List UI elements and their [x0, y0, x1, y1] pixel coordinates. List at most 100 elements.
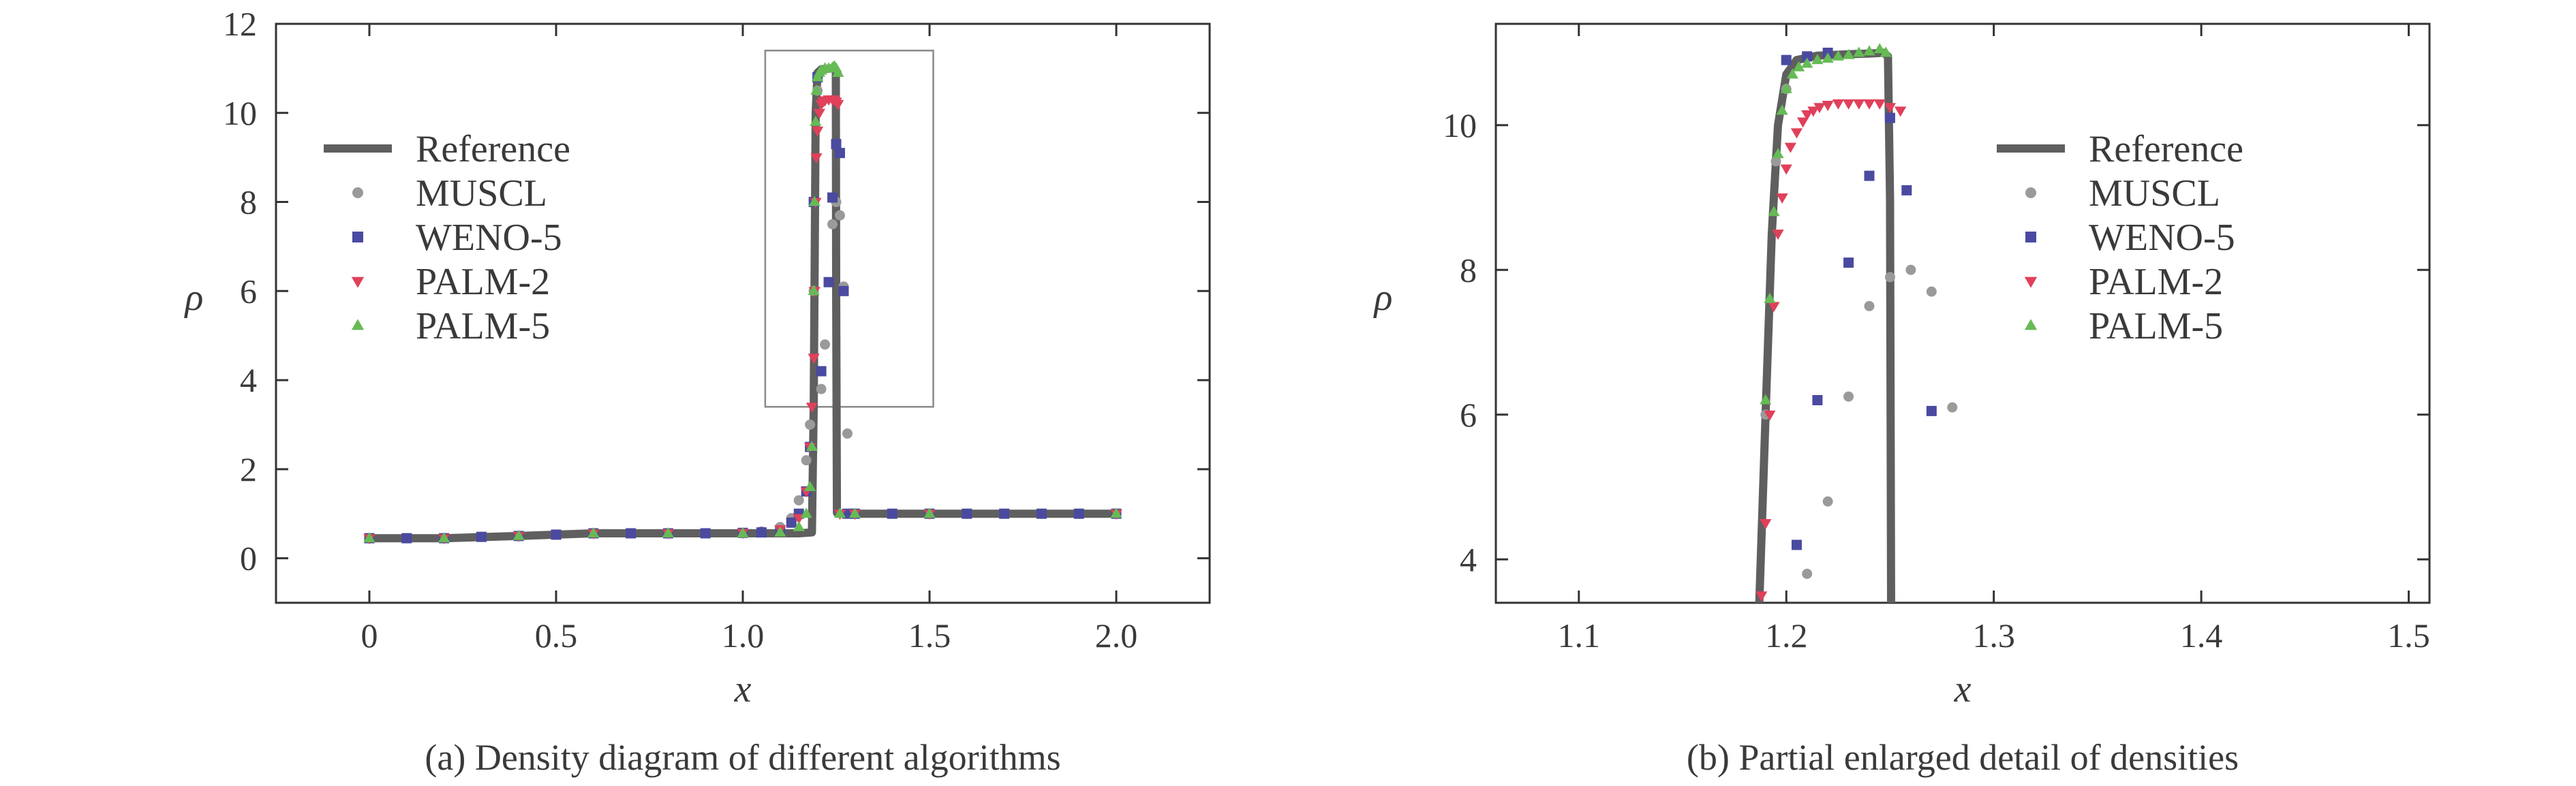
b-point-palm-5: [1880, 46, 1892, 57]
a-point-weno-5: [887, 508, 898, 519]
b-x-ticks: 1.1 1.2 1.3 1.4 1.5: [1558, 24, 2430, 655]
b-legend-label-weno-5: WENO-5: [2089, 217, 2235, 259]
a-point-weno-5: [999, 508, 1010, 519]
b-y-tick-label: 6: [1460, 396, 1477, 434]
b-x-tick-label: 1.5: [2387, 616, 2430, 655]
a-point-weno-5: [838, 285, 849, 296]
a-legend-label-palm-5: PALM-5: [416, 305, 550, 347]
a-point-palm-5: [832, 66, 844, 77]
a-point-palm-5: [810, 84, 823, 95]
a-point-palm-5: [793, 520, 805, 531]
b-point-palm-5: [1853, 46, 1865, 57]
b-point-palm-5: [1786, 68, 1798, 79]
b-point-palm-2: [1853, 99, 1865, 110]
a-y-tick-label: 6: [240, 272, 257, 310]
a-point-palm-5: [512, 529, 525, 540]
panel-a-density-chart: 0 0.5 1.0 1.5 2.0 0 2 4 6 8 10 12 x ρ ReferenceMUS…: [184, 5, 1211, 778]
a-point-weno-5: [816, 366, 827, 377]
a-x-tick-label: 2.0: [1095, 616, 1138, 655]
b-point-palm-2: [1780, 164, 1792, 175]
b-point-muscl: [1905, 264, 1916, 275]
a-point-palm-2: [832, 99, 844, 110]
b-point-palm-5: [1768, 206, 1780, 217]
a-series-line-reference: [365, 64, 1120, 543]
b-legend-label-muscl: MUSCL: [2089, 172, 2220, 215]
panel-a-y-axis-label: ρ: [184, 277, 204, 319]
a-point-weno-5: [756, 527, 767, 538]
a-point-muscl: [827, 219, 838, 230]
a-legend-label-palm-2: PALM-2: [416, 261, 550, 303]
b-point-palm-5: [1863, 45, 1875, 56]
a-point-palm-5: [1110, 507, 1122, 518]
b-x-tick-label: 1.4: [2180, 616, 2223, 655]
a-point-palm-5: [833, 507, 846, 518]
a-point-palm-5: [808, 285, 820, 296]
a-legend-marker-palm-2: [351, 277, 365, 288]
a-point-palm-5: [800, 507, 812, 518]
a-point-palm-5: [774, 526, 786, 537]
b-series-line-reference: [1755, 48, 1895, 603]
a-point-weno-5: [626, 528, 637, 539]
b-point-palm-2: [1790, 128, 1803, 139]
b-point-palm-2: [1784, 142, 1796, 153]
a-point-weno-5: [831, 139, 842, 150]
a-point-palm-2: [813, 108, 825, 119]
a-point-palm-2: [810, 153, 823, 164]
b-point-palm-2: [1873, 99, 1886, 110]
a-x-tick-label: 1.5: [908, 616, 951, 655]
b-point-palm-5: [1801, 57, 1813, 68]
b-point-muscl: [1947, 402, 1958, 413]
a-legend-label-weno-5: WENO-5: [416, 217, 562, 259]
b-legend-marker-weno-5: [2025, 232, 2036, 242]
b-point-weno-5: [1901, 185, 1912, 195]
b-point-palm-2: [1764, 410, 1776, 421]
a-point-weno-5: [1036, 508, 1047, 519]
a-point-palm-5: [810, 115, 822, 126]
a-point-palm-2: [808, 353, 820, 364]
panel-a-x-axis-label: x: [734, 668, 752, 710]
b-series-group: [1755, 43, 1958, 603]
a-point-weno-5: [786, 517, 797, 528]
b-point-palm-5: [1776, 104, 1788, 115]
b-point-palm-5: [1780, 82, 1792, 93]
b-point-palm-5: [1873, 43, 1886, 54]
a-point-muscl: [793, 495, 804, 506]
b-point-palm-5: [1760, 394, 1772, 405]
b-legend-label-reference: Reference: [2089, 128, 2243, 170]
b-point-palm-5: [1764, 292, 1776, 303]
a-point-muscl: [816, 383, 827, 394]
a-point-weno-5: [551, 529, 562, 540]
b-point-palm-2: [1776, 193, 1788, 204]
b-point-palm-5: [1842, 48, 1855, 59]
b-x-tick-label: 1.2: [1765, 616, 1808, 655]
a-point-palm-5: [587, 527, 600, 537]
a-point-muscl: [805, 419, 816, 430]
b-legend-marker-palm-5: [2024, 319, 2038, 330]
b-point-weno-5: [1812, 395, 1823, 405]
b-point-palm-2: [1807, 106, 1820, 117]
b-point-weno-5: [1864, 170, 1875, 181]
panel-b-enlarged-chart: 1.1 1.2 1.3 1.4 1.5 4 6 8 10 x ρ ReferenceMUSCL…: [1373, 22, 2431, 778]
b-legend-label-palm-2: PALM-2: [2089, 261, 2223, 303]
a-legend-marker-muscl: [352, 187, 363, 198]
b-point-palm-2: [1842, 99, 1855, 110]
b-point-weno-5: [1802, 51, 1813, 62]
b-point-muscl: [1843, 391, 1854, 402]
a-y-tick-label: 4: [240, 361, 257, 399]
a-y-tick-label: 10: [223, 94, 257, 132]
a-point-palm-2: [806, 403, 818, 413]
b-point-muscl: [1822, 496, 1833, 507]
a-point-muscl: [801, 455, 812, 466]
a-point-palm-5: [808, 195, 821, 206]
a-point-muscl: [842, 428, 853, 439]
b-point-weno-5: [1843, 257, 1854, 268]
b-point-weno-5: [1884, 112, 1895, 123]
b-point-palm-2: [1832, 99, 1844, 110]
a-x-tick-label: 0: [361, 616, 378, 655]
b-point-weno-5: [1926, 405, 1937, 416]
b-point-palm-2: [1813, 103, 1826, 114]
b-point-muscl: [1802, 569, 1813, 579]
a-legend-label-muscl: MUSCL: [416, 172, 547, 215]
